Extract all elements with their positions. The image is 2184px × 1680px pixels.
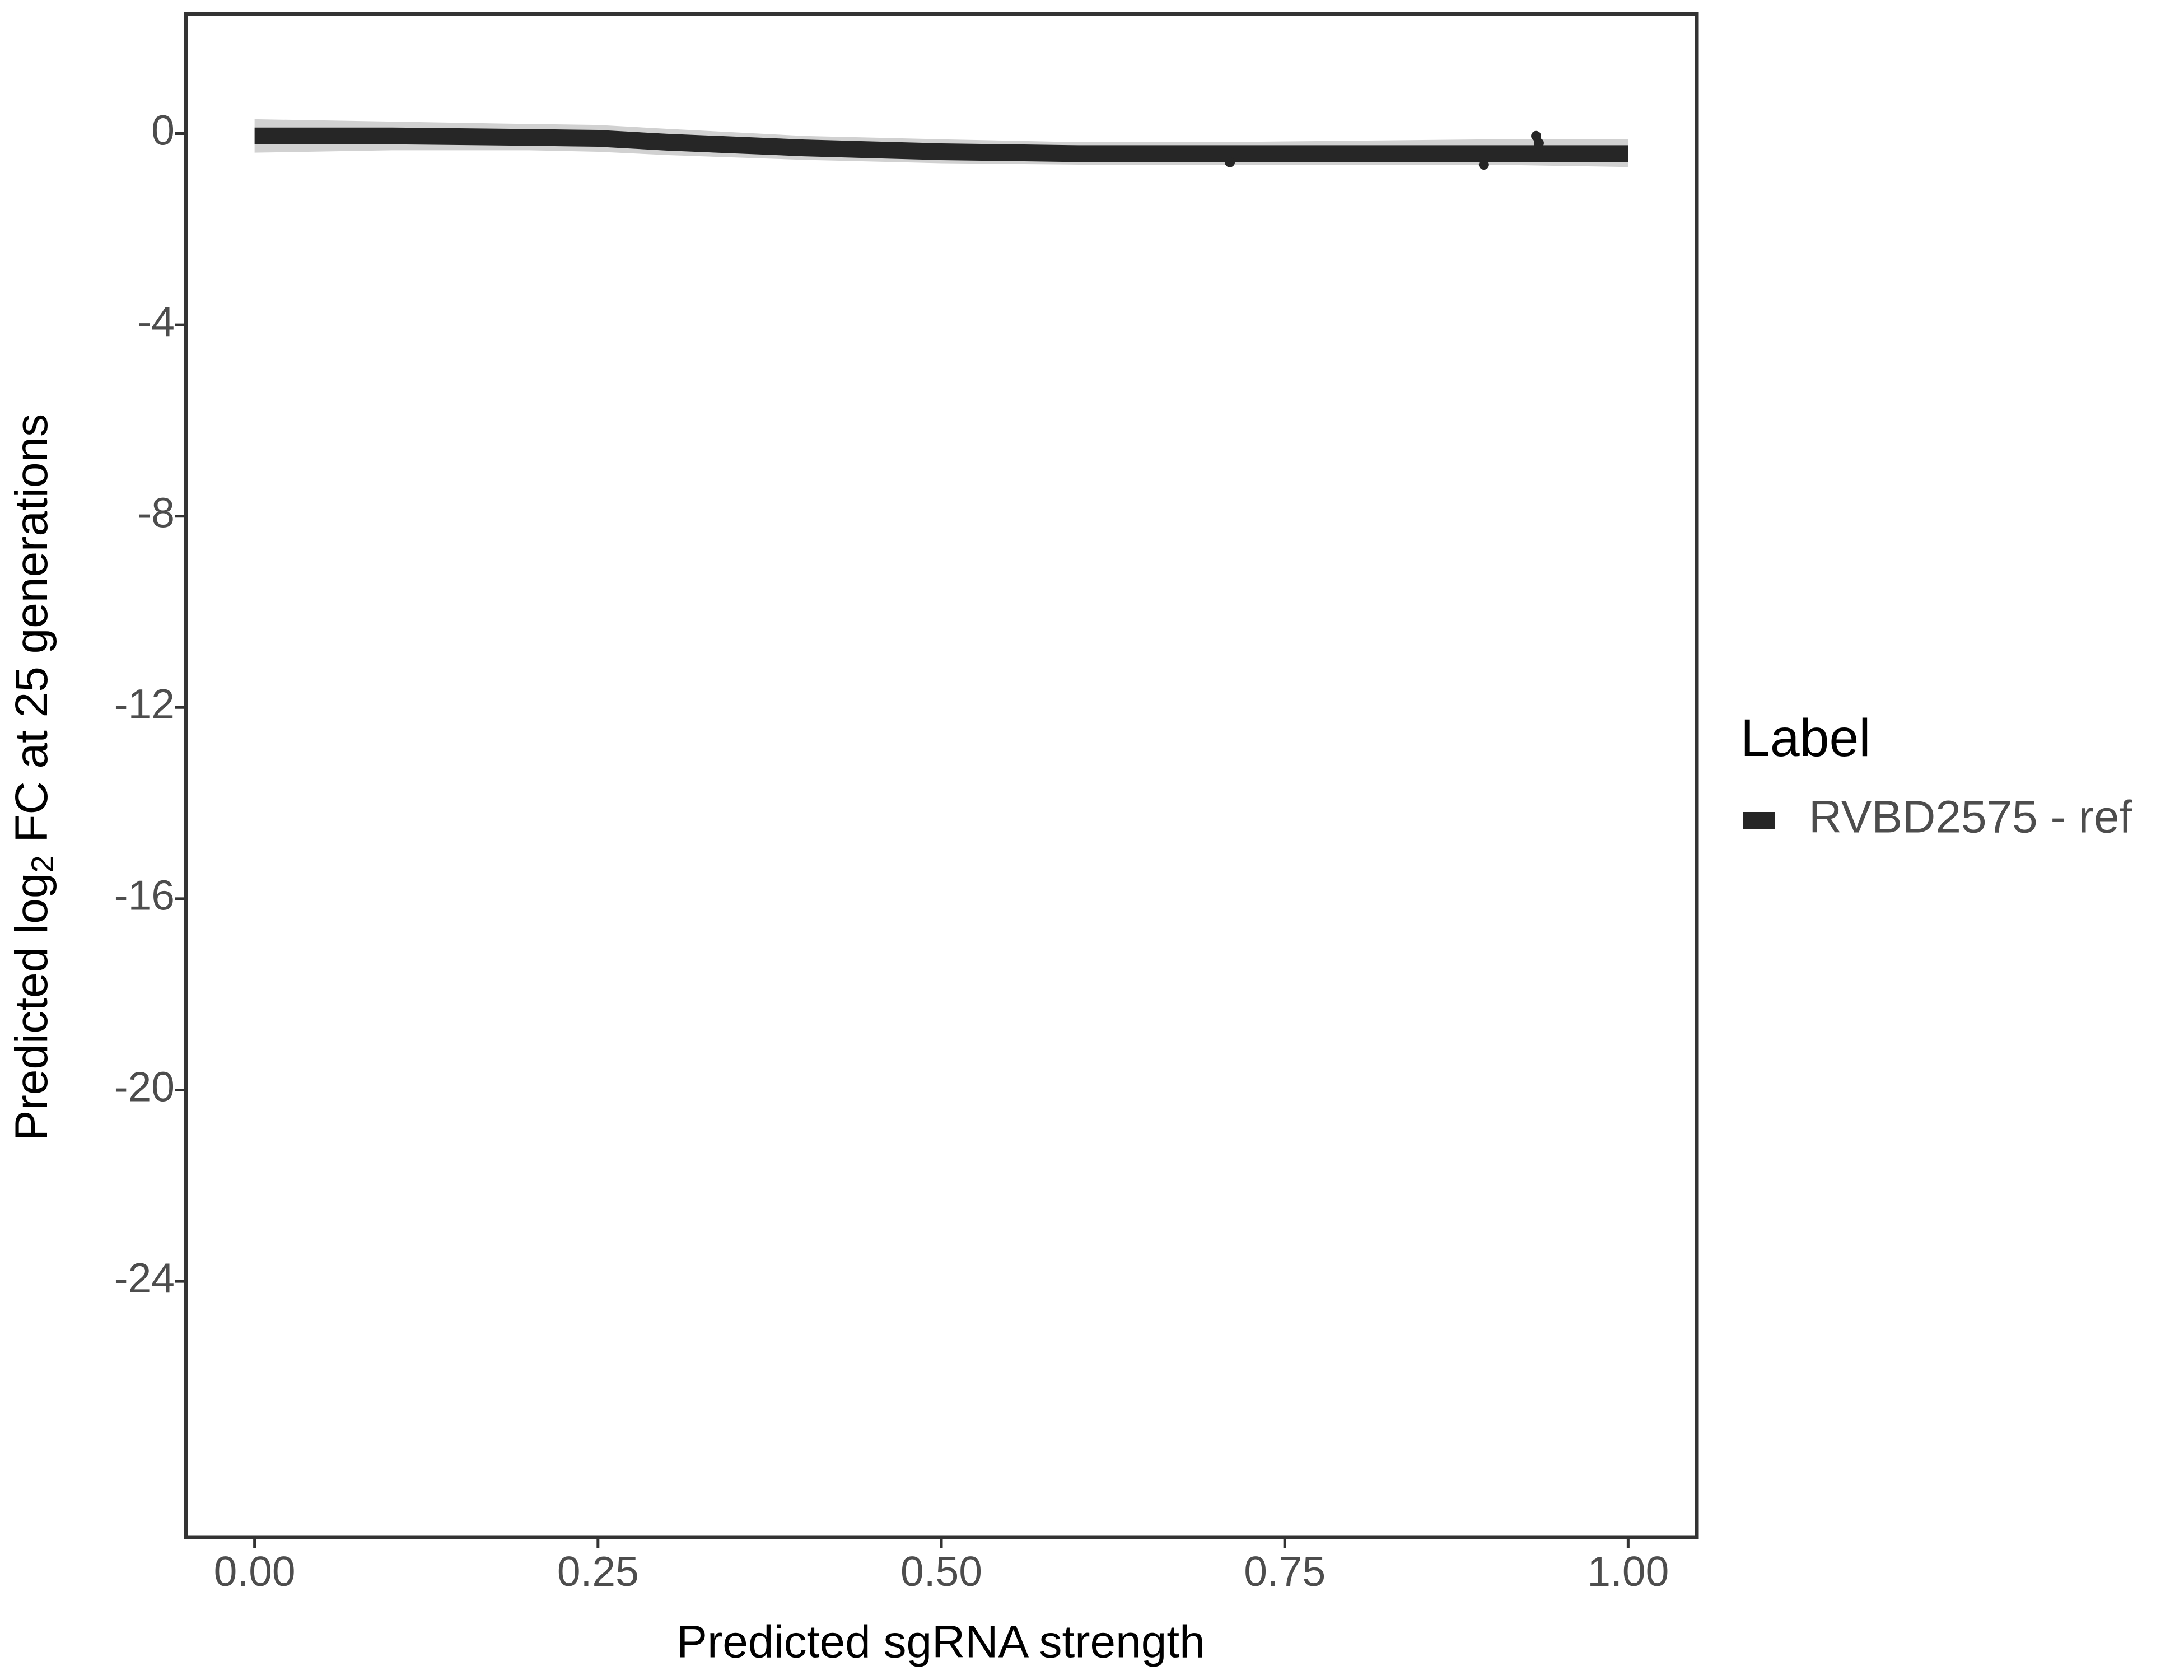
panel-border — [184, 12, 1699, 1539]
legend-title: Label — [1740, 708, 1870, 768]
y-axis-title: Predicted log2 FC at 25 generations — [6, 414, 60, 1141]
x-tick-label: 0.75 — [1244, 1548, 1326, 1595]
legend-label: RVBD2575 - ref — [1809, 792, 2132, 843]
x-tick-label: 0.50 — [900, 1548, 982, 1595]
y-tick-label: -20 — [114, 1063, 175, 1110]
y-tick-label: -24 — [114, 1254, 175, 1301]
y-title-subscript: 2 — [25, 855, 60, 872]
legend-key — [1743, 812, 1775, 829]
line — [254, 127, 1628, 162]
y-tick-label: -16 — [114, 872, 175, 919]
y-tick-label: -12 — [114, 680, 175, 727]
x-axis-title: Predicted sgRNA strength — [676, 1617, 1205, 1668]
y-tick-label: -4 — [137, 298, 175, 345]
y-tick-label: 0 — [151, 106, 175, 153]
y-title-part: Predicted log — [6, 873, 57, 1141]
x-tick-label: 0.00 — [214, 1548, 296, 1595]
point — [1478, 160, 1489, 170]
y-tick-label: -8 — [137, 489, 175, 536]
point — [1225, 157, 1235, 167]
point — [1533, 138, 1544, 148]
y-title-part: FC at 25 generations — [6, 414, 57, 856]
x-tick-label: 0.25 — [557, 1548, 639, 1595]
x-tick-label: 1.00 — [1587, 1548, 1669, 1595]
